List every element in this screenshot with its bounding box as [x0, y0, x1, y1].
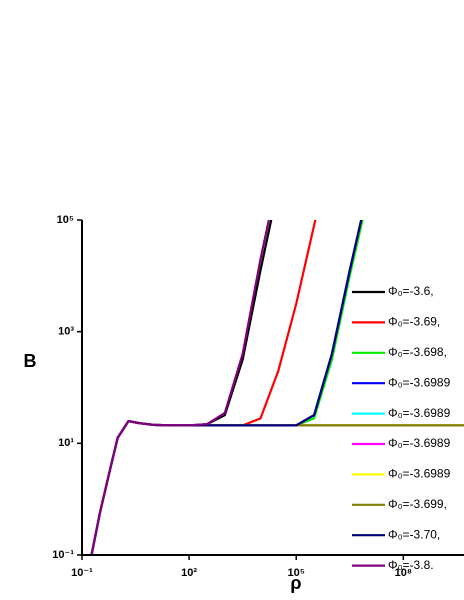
y-tick-label: 10¹	[58, 437, 74, 449]
legend-label: Φ₀=-3.6989	[388, 406, 451, 420]
y-tick-label: 10³	[58, 326, 74, 338]
series-line	[90, 220, 270, 555]
x-tick-label: 10⁻¹	[71, 567, 93, 579]
x-axis-title: ρ	[290, 573, 301, 593]
x-tick-label: 10²	[181, 567, 197, 579]
y-axis-title: B	[24, 351, 37, 371]
series-line	[90, 220, 364, 555]
y-tick-label: 10⁻¹	[52, 549, 74, 561]
legend-label: Φ₀=-3.698,	[388, 345, 447, 359]
legend-label: Φ₀=-3.6989	[388, 467, 451, 481]
legend-label: Φ₀=-3.6,	[388, 284, 434, 298]
legend-label: Φ₀=-3.6989	[388, 375, 451, 389]
legend-label: Φ₀=-3.699,	[388, 497, 447, 511]
plot-area	[90, 220, 464, 555]
y-tick-label: 10⁵	[57, 214, 74, 226]
series-line	[90, 220, 273, 555]
legend-label: Φ₀=-3.6989	[388, 436, 451, 450]
legend-label: Φ₀=-3.69,	[388, 315, 440, 329]
x-tick-label: 10⁵	[288, 567, 305, 579]
x-tick-label: 10⁸	[395, 567, 412, 579]
series-line	[90, 220, 317, 555]
legend-label: Φ₀=-3.70,	[388, 527, 440, 541]
legend-label: Φ₀=-3.8.	[388, 558, 434, 572]
